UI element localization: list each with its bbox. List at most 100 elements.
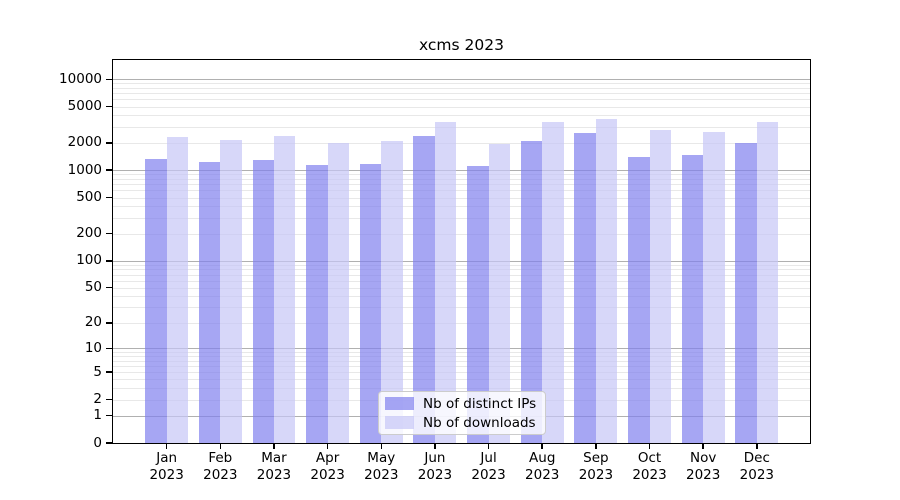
x-tick-label-year: 2023 bbox=[632, 466, 667, 483]
gridline-minor-40 bbox=[113, 296, 810, 298]
gridline-minor-5000 bbox=[113, 106, 810, 108]
gridline-minor-60 bbox=[113, 280, 810, 282]
gridline-minor-20 bbox=[113, 322, 810, 324]
bar-apr-downloads bbox=[327, 142, 350, 443]
x-tick-label-apr: Apr 2023 bbox=[296, 450, 360, 483]
x-tick-label-year: 2023 bbox=[310, 466, 345, 483]
bar-nov-downloads bbox=[703, 132, 725, 443]
gridline-major-10 bbox=[113, 348, 810, 350]
bar-jun-distinct-ips bbox=[413, 135, 435, 443]
gridline-minor-700 bbox=[113, 184, 810, 186]
gridline-major-10000 bbox=[113, 79, 810, 81]
x-tick-label-month: Mar bbox=[261, 450, 287, 466]
gridline-minor-500 bbox=[113, 197, 810, 199]
legend-swatch-downloads bbox=[385, 416, 414, 429]
gridline-minor-9000 bbox=[113, 83, 810, 85]
x-tick-dec bbox=[756, 443, 758, 449]
x-tick-label-dec: Dec 2023 bbox=[725, 450, 789, 483]
gridline-minor-7000 bbox=[113, 93, 810, 95]
x-tick-label-month: Sep bbox=[583, 450, 609, 466]
x-tick-oct bbox=[648, 443, 651, 449]
y-tick-1000 bbox=[106, 169, 113, 171]
x-tick-feb bbox=[219, 443, 222, 449]
x-tick-label-month: Jul bbox=[480, 450, 497, 466]
x-tick-apr bbox=[326, 443, 329, 449]
gridline-minor-70 bbox=[113, 274, 810, 276]
y-tick-label-0: 0 bbox=[93, 434, 102, 451]
y-tick-label-5000: 5000 bbox=[67, 98, 102, 115]
bar-feb-downloads bbox=[220, 139, 242, 443]
x-tick-label-year: 2023 bbox=[471, 466, 506, 483]
x-tick-label-year: 2023 bbox=[739, 466, 775, 483]
x-tick-label-year: 2023 bbox=[417, 466, 453, 483]
x-tick-label-month: Feb bbox=[208, 450, 233, 466]
bar-jul-distinct-ips bbox=[467, 166, 489, 443]
gridline-minor-3 bbox=[113, 388, 810, 390]
bar-mar-downloads bbox=[273, 136, 296, 443]
bar-dec-downloads bbox=[756, 122, 779, 443]
x-tick-label-year: 2023 bbox=[364, 466, 399, 483]
y-tick-label-100: 100 bbox=[76, 252, 102, 269]
y-tick-label-10000: 10000 bbox=[59, 70, 102, 87]
gridline-minor-4 bbox=[113, 379, 810, 381]
y-tick-label-20: 20 bbox=[84, 314, 102, 331]
gridline-minor-8 bbox=[113, 356, 810, 358]
x-tick-label-month: Nov bbox=[690, 450, 717, 466]
bar-jan-downloads bbox=[166, 136, 189, 443]
x-tick-label-jan: Jan 2023 bbox=[135, 450, 199, 483]
gridline-minor-6 bbox=[113, 366, 810, 368]
gridline-minor-3000 bbox=[113, 126, 810, 128]
y-tick-label-2000: 2000 bbox=[67, 134, 102, 151]
bar-jun-downloads bbox=[434, 122, 457, 443]
bar-mar-distinct-ips bbox=[252, 160, 274, 443]
gridline-major-1000 bbox=[113, 170, 810, 172]
gridline-minor-6000 bbox=[113, 99, 810, 101]
x-tick-label-month: Jan bbox=[156, 450, 178, 466]
x-tick-label-jul: Jul 2023 bbox=[457, 450, 521, 483]
y-tick-label-500: 500 bbox=[76, 189, 102, 205]
x-tick-label-year: 2023 bbox=[203, 466, 238, 483]
y-tick-100 bbox=[106, 260, 113, 262]
x-tick-label-sep: Sep 2023 bbox=[564, 450, 628, 483]
gridline-minor-7 bbox=[113, 360, 810, 362]
legend-row-distinct-ips: Nb of distinct IPs bbox=[385, 396, 539, 412]
plot-area bbox=[113, 60, 810, 443]
bar-oct-downloads bbox=[649, 129, 671, 443]
bar-sep-distinct-ips bbox=[574, 133, 596, 443]
x-tick-may bbox=[380, 443, 383, 449]
x-tick-sep bbox=[595, 443, 597, 449]
y-tick-5000 bbox=[106, 105, 113, 108]
chart-title: xcms 2023 bbox=[419, 36, 504, 54]
x-tick-aug bbox=[541, 443, 543, 449]
y-tick-0 bbox=[106, 442, 113, 444]
x-tick-jul bbox=[487, 443, 490, 449]
x-tick-label-month: Aug bbox=[529, 450, 556, 466]
y-tick-20 bbox=[106, 322, 113, 324]
y-tick-2 bbox=[106, 398, 113, 401]
x-tick-label-year: 2023 bbox=[256, 466, 292, 483]
gridline-minor-50 bbox=[113, 287, 810, 289]
gridline-minor-4000 bbox=[113, 115, 810, 117]
gridline-minor-30 bbox=[113, 307, 810, 309]
legend-swatch-distinct-ips bbox=[385, 397, 414, 410]
y-tick-2000 bbox=[106, 142, 113, 144]
x-tick-mar bbox=[273, 443, 275, 449]
y-tick-label-1: 1 bbox=[93, 407, 102, 424]
bar-oct-distinct-ips bbox=[628, 157, 650, 443]
bar-nov-distinct-ips bbox=[681, 155, 704, 443]
y-tick-50 bbox=[106, 286, 113, 289]
bar-apr-distinct-ips bbox=[306, 165, 328, 443]
x-tick-label-month: Apr bbox=[315, 450, 340, 466]
x-tick-label-year: 2023 bbox=[686, 466, 721, 483]
gridline-minor-2000 bbox=[113, 142, 810, 144]
gridline-major-100 bbox=[113, 260, 810, 262]
bar-jan-distinct-ips bbox=[145, 159, 167, 443]
bar-may-downloads bbox=[381, 140, 403, 443]
gridline-minor-800 bbox=[113, 178, 810, 180]
bar-aug-distinct-ips bbox=[520, 140, 543, 443]
y-tick-10000 bbox=[106, 78, 113, 81]
bar-feb-distinct-ips bbox=[198, 162, 221, 443]
gridline-minor-80 bbox=[113, 269, 810, 271]
x-tick-label-mar: Mar 2023 bbox=[242, 450, 306, 483]
